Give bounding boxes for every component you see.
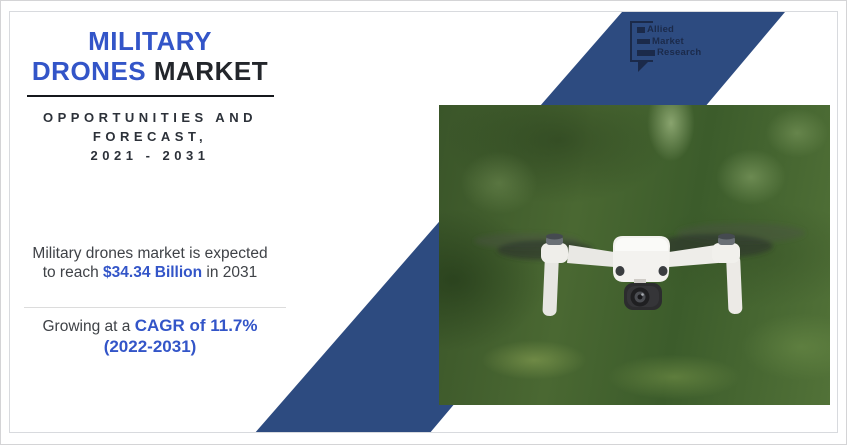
speech-bubble-tail-icon [638, 62, 648, 72]
title-line1: MILITARY [88, 26, 212, 56]
speech-bubble-icon [630, 21, 653, 62]
drone-illustration [474, 223, 805, 316]
cagr-line2: (2022-2031) [14, 337, 286, 358]
logo-text-line1: Allied [647, 24, 675, 36]
logo-bar-icon [637, 27, 645, 33]
cagr-years: (2022-2031) [103, 337, 197, 356]
subtitle-line3: 2021 - 2031 [90, 148, 210, 163]
subtitle: OPPORTUNITIES AND FORECAST, 2021 - 2031 [14, 108, 286, 165]
amr-logo-rows: Allied Market Research [637, 24, 701, 59]
market-size-value: $34.34 Billion [103, 264, 203, 281]
divider [24, 307, 286, 308]
amr-logo-row: Allied [637, 24, 701, 36]
cagr-line1: Growing at a CAGR of 11.7% [42, 316, 258, 335]
camera-gimbal-icon [624, 279, 662, 310]
subtitle-line1: OPPORTUNITIES AND [43, 110, 257, 125]
market-size-statement: Military drones market is expected to re… [14, 244, 286, 282]
title-underline [26, 95, 274, 97]
title-line2: DRONES MARKET [31, 56, 269, 86]
cagr-statement: Growing at a CAGR of 11.7% (2022-2031) [14, 316, 286, 358]
subtitle-line2: FORECAST, [92, 129, 208, 144]
logo-text-line2: Market [652, 35, 684, 47]
drone-photo [439, 105, 830, 405]
logo-bar-icon [637, 38, 650, 44]
infographic-card: Allied Market Research MILITARY DRONES M… [9, 11, 838, 433]
amr-logo-row: Market [637, 36, 701, 48]
amr-logo-row: Research [637, 47, 701, 59]
market-size-line2: to reach $34.34 Billion in 2031 [42, 264, 258, 281]
cagr-value: CAGR of 11.7% [134, 316, 258, 335]
logo-text-line3: Research [657, 47, 702, 59]
headline-block: MILITARY DRONES MARKET OPPORTUNITIES AND… [14, 26, 286, 165]
market-size-line1: Military drones market is expected [32, 245, 268, 262]
page-title: MILITARY DRONES MARKET [14, 26, 286, 86]
logo-bar-icon [637, 50, 655, 56]
amr-logo: Allied Market Research [630, 20, 730, 78]
